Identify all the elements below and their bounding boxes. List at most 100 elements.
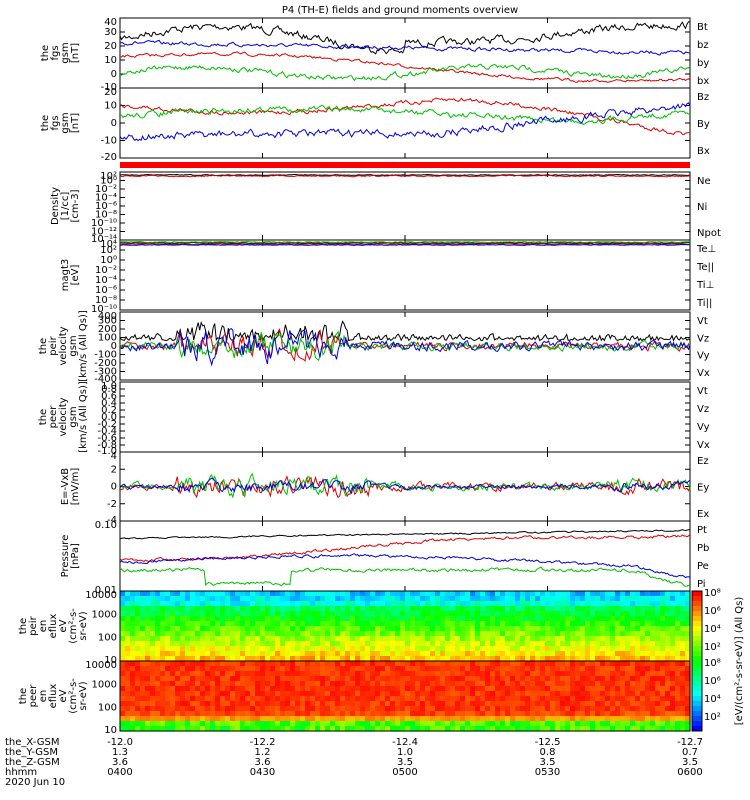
heatmap-cell <box>540 666 546 672</box>
heatmap-cell <box>295 706 301 712</box>
heatmap-cell <box>660 636 666 642</box>
heatmap-cell <box>225 651 231 657</box>
heatmap-cell <box>500 621 506 627</box>
heatmap-cell <box>440 671 446 677</box>
heatmap-cell <box>160 716 166 722</box>
heatmap-cell <box>140 591 146 597</box>
heatmap-cell <box>155 661 161 667</box>
heatmap-cell <box>525 716 531 722</box>
vt-line <box>119 320 691 342</box>
heatmap-cell <box>505 656 511 662</box>
heatmap-cell <box>650 616 656 622</box>
heatmap-cell <box>450 716 456 722</box>
heatmap-cell <box>260 611 266 617</box>
heatmap-cell <box>175 721 181 727</box>
heatmap-cell <box>330 666 336 672</box>
xaxis-value: -12.5 <box>535 737 561 748</box>
heatmap-cell <box>430 666 436 672</box>
heatmap-cell <box>340 696 346 702</box>
heatmap-cell <box>555 636 561 642</box>
heatmap-cell <box>475 651 481 657</box>
heatmap-cell <box>195 616 201 622</box>
heatmap-cell <box>425 666 431 672</box>
bt-line <box>119 21 691 55</box>
heatmap-cell <box>565 591 571 597</box>
heatmap-cell <box>485 646 491 652</box>
heatmap-cell <box>285 641 291 647</box>
heatmap-cell <box>195 676 201 682</box>
heatmap-cell <box>495 651 501 657</box>
heatmap-cell <box>210 691 216 697</box>
heatmap-cell <box>610 676 616 682</box>
heatmap-cell <box>295 601 301 607</box>
heatmap-cell <box>310 591 316 597</box>
heatmap-cell <box>430 661 436 667</box>
heatmap-cell <box>270 666 276 672</box>
y-axis-label: [1/cc] <box>60 192 71 221</box>
heatmap-cell <box>595 691 601 697</box>
heatmap-cell <box>325 646 331 652</box>
heatmap-cell <box>200 591 206 597</box>
heatmap-cell <box>545 631 551 637</box>
heatmap-cell <box>540 661 546 667</box>
heatmap-cell <box>330 661 336 667</box>
heatmap-cell <box>540 681 546 687</box>
heatmap-cell <box>570 621 576 627</box>
heatmap-cell <box>190 626 196 632</box>
colorbar-cell <box>692 596 702 602</box>
heatmap-cell <box>560 601 566 607</box>
heatmap-cell <box>640 601 646 607</box>
heatmap-cell <box>215 636 221 642</box>
heatmap-cell <box>440 661 446 667</box>
heatmap-cell <box>495 711 501 717</box>
heatmap-cell <box>270 641 276 647</box>
heatmap-cell <box>580 626 586 632</box>
heatmap-cell <box>275 611 281 617</box>
heatmap-cell <box>615 681 621 687</box>
heatmap-cell <box>615 646 621 652</box>
heatmap-cell <box>635 721 641 727</box>
heatmap-cell <box>630 671 636 677</box>
heatmap-cell <box>455 661 461 667</box>
y-axis-label: Density <box>50 187 61 225</box>
heatmap-cell <box>400 701 406 707</box>
heatmap-cell <box>465 711 471 717</box>
heatmap-cell <box>295 676 301 682</box>
heatmap-cell <box>160 661 166 667</box>
heatmap-cell <box>480 716 486 722</box>
y-tick-label: 10000 <box>85 660 117 671</box>
heatmap-cell <box>420 721 426 727</box>
colorbar-cell <box>692 676 702 682</box>
heatmap-cell <box>180 701 186 707</box>
heatmap-cell <box>595 611 601 617</box>
heatmap-cell <box>360 666 366 672</box>
heatmap-cell <box>675 671 681 677</box>
heatmap-cell <box>640 696 646 702</box>
heatmap-cell <box>520 596 526 602</box>
heatmap-cell <box>285 716 291 722</box>
heatmap-cell <box>180 611 186 617</box>
heatmap-cell <box>145 711 151 717</box>
heatmap-cell <box>510 666 516 672</box>
heatmap-cell <box>395 596 401 602</box>
heatmap-cell <box>135 686 141 692</box>
colorbar-cell <box>692 666 702 672</box>
heatmap-cell <box>570 721 576 727</box>
heatmap-cell <box>215 691 221 697</box>
heatmap-cell <box>200 606 206 612</box>
heatmap-cell <box>240 676 246 682</box>
heatmap-cell <box>670 681 676 687</box>
heatmap-cell <box>500 711 506 717</box>
heatmap-cell <box>275 711 281 717</box>
heatmap-cell <box>325 706 331 712</box>
colorbar-cell <box>692 656 702 662</box>
heatmap-cell <box>160 671 166 677</box>
heatmap-cell <box>205 676 211 682</box>
heatmap-cell <box>255 721 261 727</box>
heatmap-cell <box>475 621 481 627</box>
heatmap-cell <box>315 656 321 662</box>
heatmap-cell <box>290 636 296 642</box>
heatmap-cell <box>375 656 381 662</box>
heatmap-cell <box>265 721 271 727</box>
y-axis-label: peir <box>48 335 59 355</box>
